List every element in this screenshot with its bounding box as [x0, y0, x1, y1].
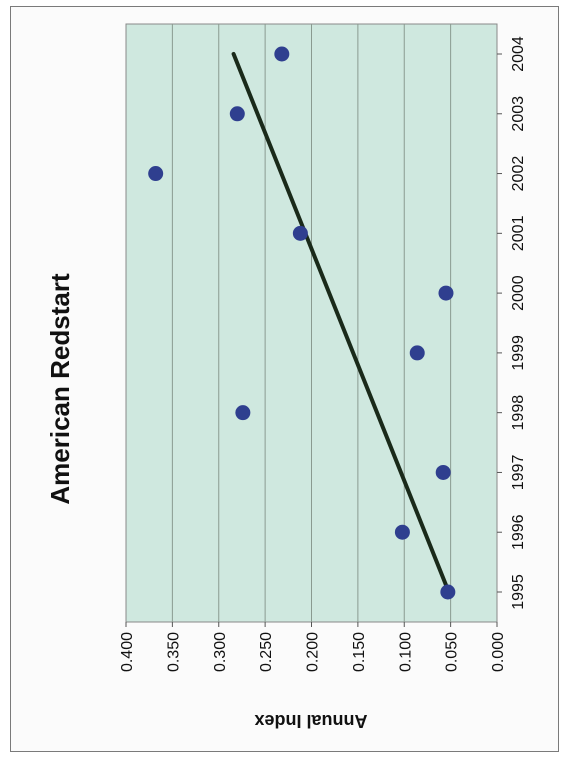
trendline [231, 52, 451, 594]
chart-frame: 0.000 0.050 0.100 0.150 0.200 0.250 0.300 0.350… [10, 6, 559, 752]
data-point [438, 285, 454, 301]
gridlines [125, 24, 498, 627]
data-point [292, 225, 308, 241]
data-point [435, 464, 451, 480]
y-tick-label: 0.400 [119, 632, 136, 672]
scatter-chart: 0.000 0.050 0.100 0.150 0.200 0.250 0.300 0.350… [45, 23, 527, 731]
x-tick-label: 1997 [510, 455, 527, 491]
trendline-group [231, 52, 451, 594]
x-tick-label: 2000 [510, 275, 527, 311]
y-axis-label: Annual Index [254, 711, 367, 731]
y-tick-label: 0.100 [397, 632, 414, 672]
x-tick-label: 2001 [510, 215, 527, 251]
x-tick-label: 2004 [510, 36, 527, 72]
y-tick-label: 0.050 [444, 632, 461, 672]
y-tick-label: 0.150 [351, 632, 368, 672]
y-tick-label: 0.300 [212, 632, 229, 672]
data-point [440, 584, 456, 600]
data-point [394, 524, 410, 540]
data-points [148, 46, 456, 600]
data-point [148, 166, 164, 182]
data-point [235, 405, 251, 421]
chart-title: American Redstart [45, 273, 75, 505]
x-tick-label: 1998 [510, 395, 527, 431]
x-tick-labels: 1995 1996 1997 1998 1999 2000 2001 2002 2003 2004 [497, 36, 527, 610]
data-point [274, 46, 290, 62]
y-tick-label: 0.000 [490, 632, 507, 672]
data-point [229, 106, 245, 122]
y-tick-label: 0.350 [165, 632, 182, 672]
x-tick-label: 1999 [510, 335, 527, 371]
y-tick-labels: 0.000 0.050 0.100 0.150 0.200 0.250 0.300 0.350… [119, 632, 507, 672]
x-tick-label: 1996 [510, 514, 527, 550]
x-tick-label: 2002 [510, 156, 527, 192]
x-tick-label: 2003 [510, 96, 527, 132]
x-tick-label: 1995 [510, 574, 527, 610]
y-tick-label: 0.250 [258, 632, 275, 672]
y-tick-label: 0.200 [305, 632, 322, 672]
data-point [409, 345, 425, 361]
